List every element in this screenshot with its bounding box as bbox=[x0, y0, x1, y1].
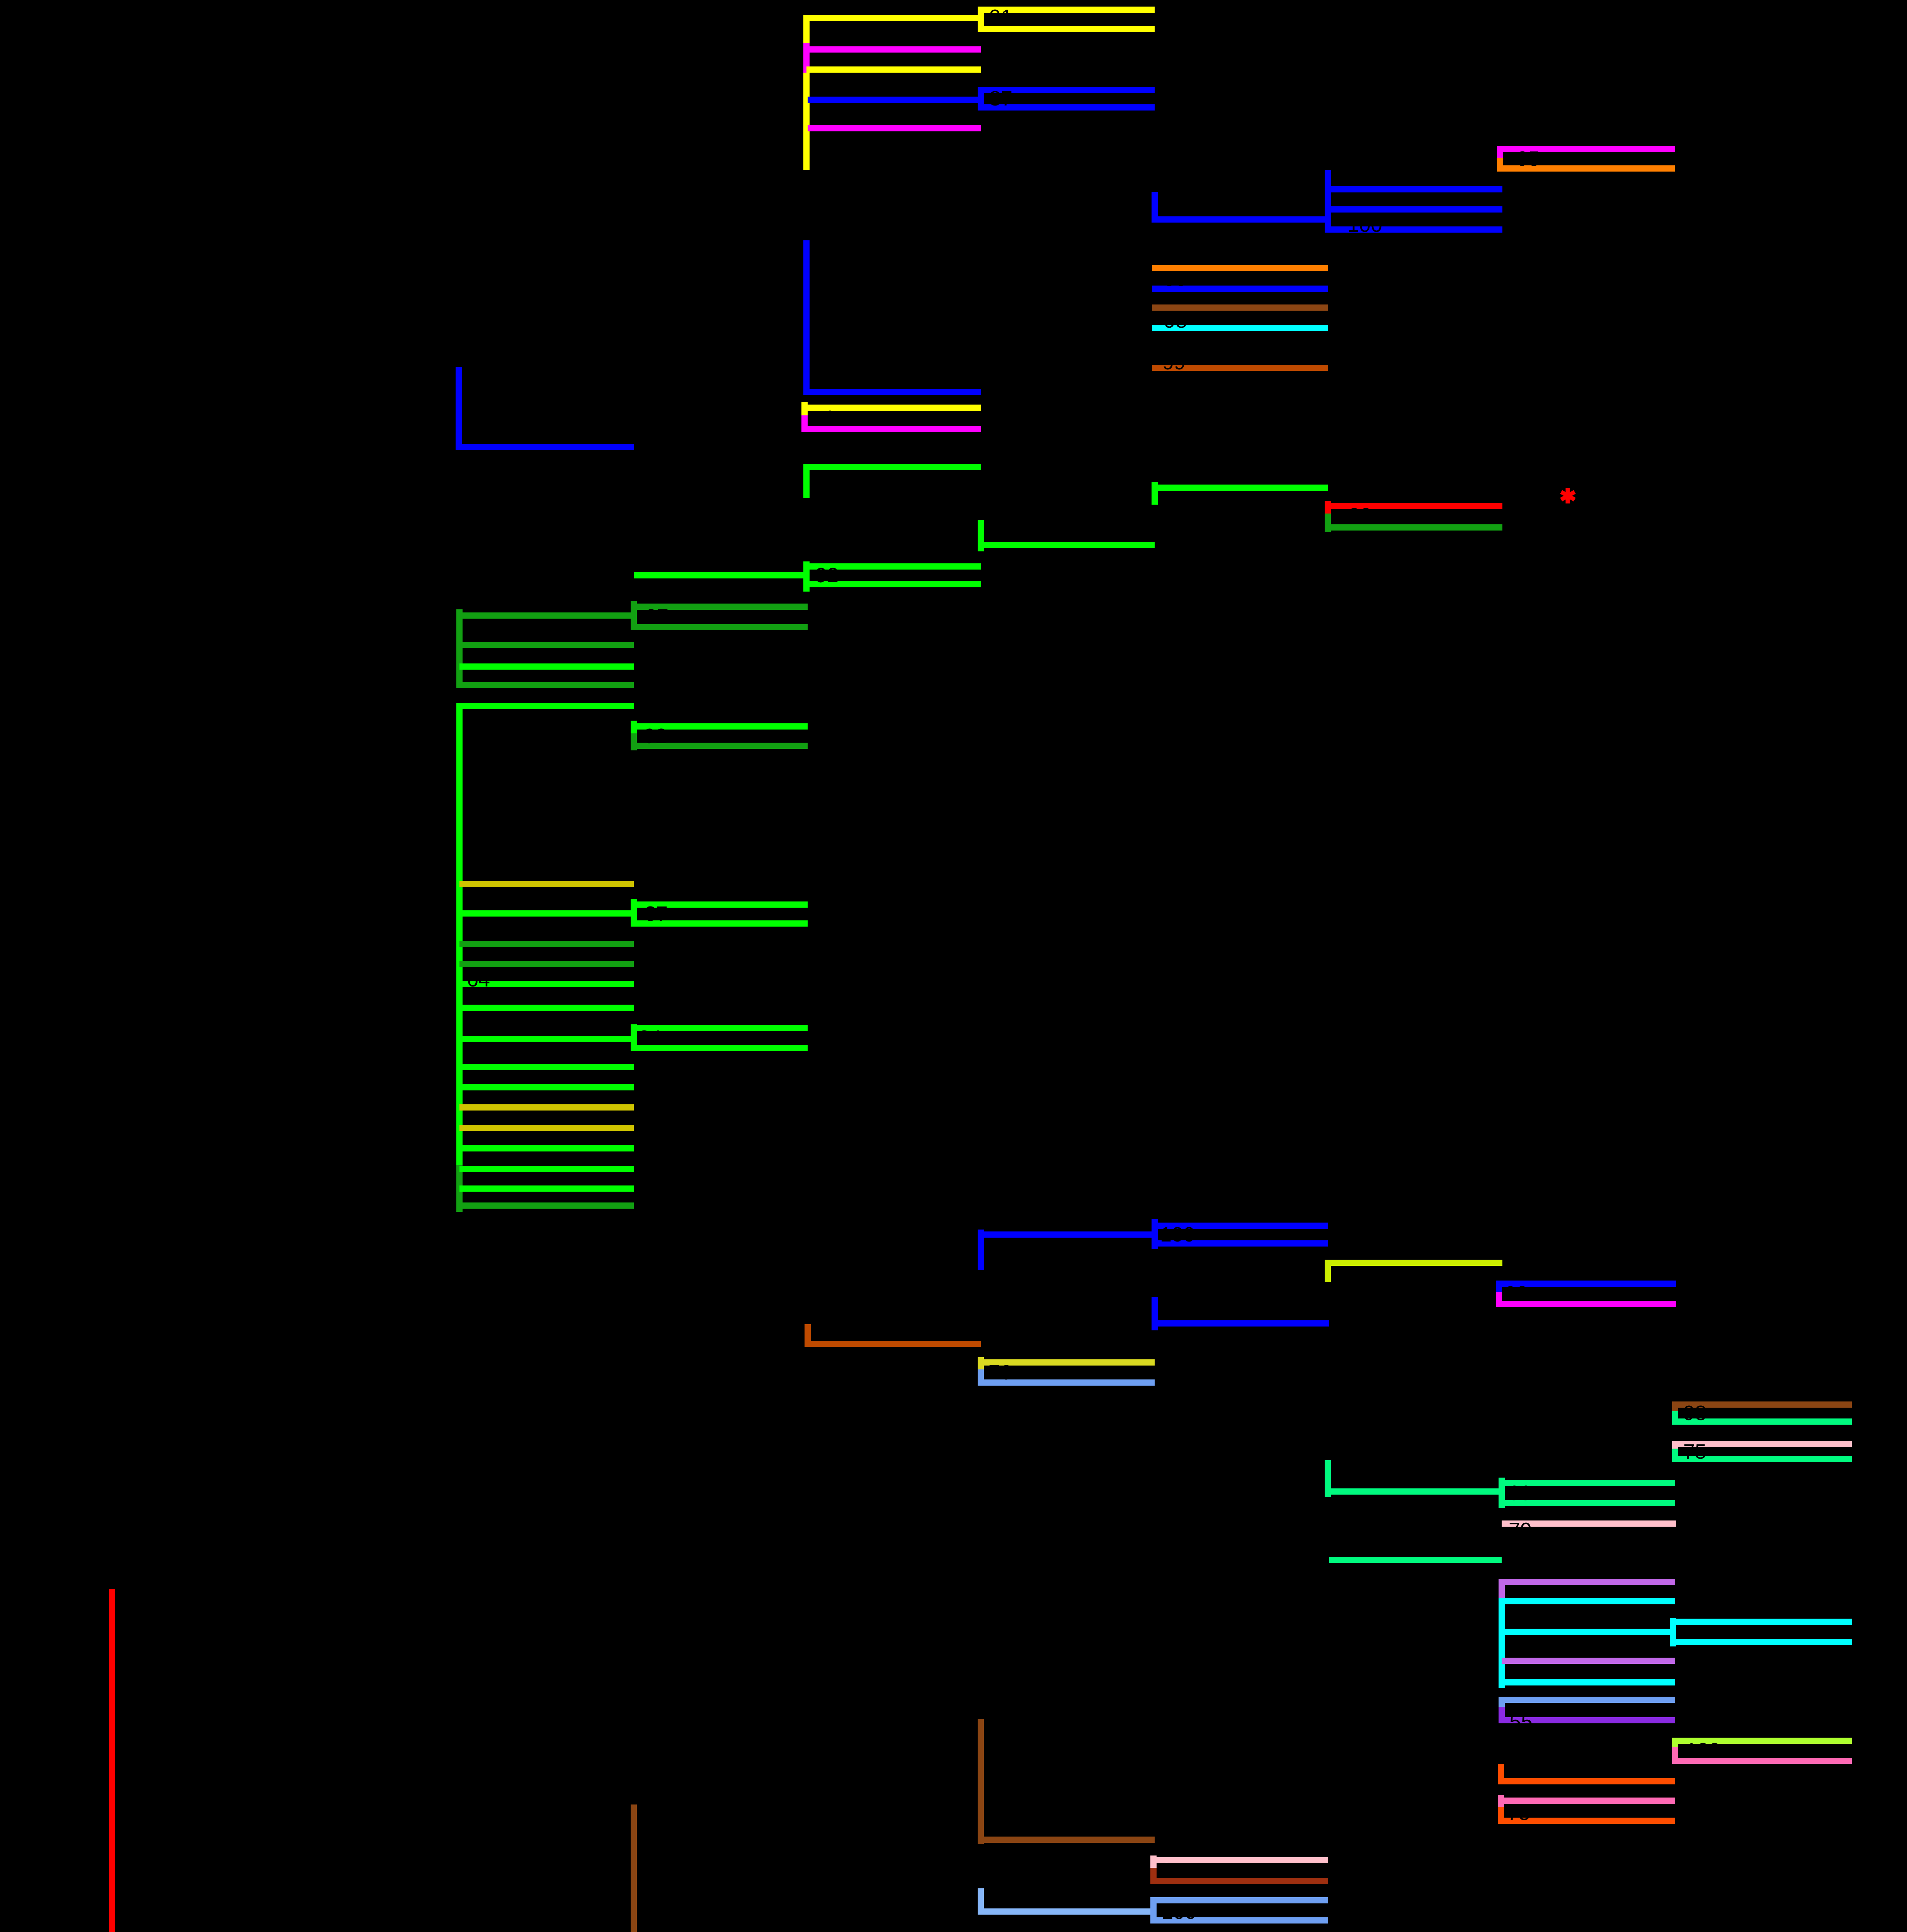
svg-text:64: 64 bbox=[467, 968, 490, 991]
svg-text:98: 98 bbox=[1683, 1401, 1706, 1425]
svg-text:99: 99 bbox=[1162, 351, 1186, 374]
svg-text:98: 98 bbox=[1505, 1282, 1528, 1305]
svg-text:91: 91 bbox=[824, 406, 847, 430]
svg-text:75: 75 bbox=[1683, 1440, 1706, 1463]
svg-text:92: 92 bbox=[644, 724, 667, 748]
svg-text:76: 76 bbox=[988, 1361, 1012, 1384]
svg-text:87: 87 bbox=[989, 87, 1012, 110]
svg-text:92: 92 bbox=[815, 564, 839, 587]
svg-text:87: 87 bbox=[645, 902, 668, 925]
svg-text:75: 75 bbox=[1507, 1801, 1530, 1825]
svg-text:98: 98 bbox=[1164, 309, 1187, 332]
svg-text:100: 100 bbox=[1347, 213, 1382, 236]
svg-text:99: 99 bbox=[1509, 1481, 1532, 1505]
svg-text:99: 99 bbox=[1164, 267, 1187, 291]
svg-text:79: 79 bbox=[1509, 1519, 1532, 1542]
svg-text:100: 100 bbox=[1686, 1739, 1720, 1762]
svg-text:99: 99 bbox=[1349, 504, 1372, 527]
svg-text:55: 55 bbox=[1509, 1710, 1533, 1733]
svg-text:84: 84 bbox=[638, 1026, 662, 1049]
svg-text:91: 91 bbox=[989, 5, 1012, 29]
svg-text:87: 87 bbox=[645, 605, 669, 628]
svg-text:95: 95 bbox=[1517, 147, 1540, 170]
svg-text:81: 81 bbox=[1161, 1859, 1184, 1882]
svg-text:100: 100 bbox=[1162, 1900, 1196, 1923]
svg-text:100: 100 bbox=[1160, 1223, 1195, 1246]
